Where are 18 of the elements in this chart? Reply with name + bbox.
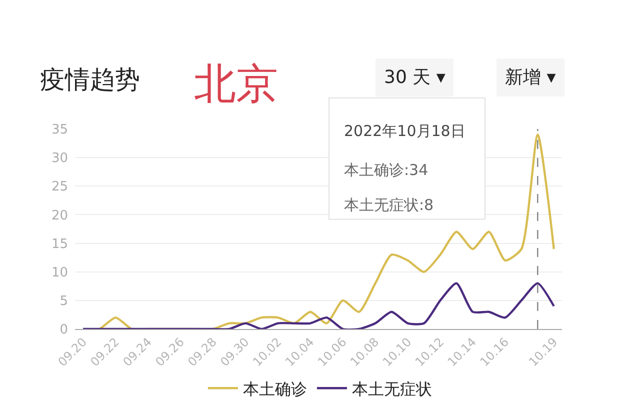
y-tick-label: 0 xyxy=(60,322,68,338)
chart-title: 疫情趋势 xyxy=(40,65,140,94)
y-tick-label: 25 xyxy=(51,180,68,195)
text: 30 天 ▾ xyxy=(384,67,446,88)
y-tick-label: 20 xyxy=(51,208,68,224)
line-series xyxy=(82,282,555,329)
annotation: 2022年10月18日 xyxy=(344,122,466,140)
y-tick-label: 30 xyxy=(51,151,68,166)
text: 新增 ▾ xyxy=(505,67,556,88)
legend-label: 本土确诊 xyxy=(242,379,307,398)
annotation: 本土无症状:8 xyxy=(344,196,434,214)
y-tick-label: 15 xyxy=(51,236,68,252)
chart-subtitle: 北京 xyxy=(194,59,278,108)
y-tick-label: 5 xyxy=(60,294,68,309)
annotation: 本土确诊:34 xyxy=(344,161,428,179)
y-tick-label: 35 xyxy=(51,122,68,138)
y-tick-label: 10 xyxy=(51,265,68,280)
legend-label: 本土无症状 xyxy=(352,379,432,398)
